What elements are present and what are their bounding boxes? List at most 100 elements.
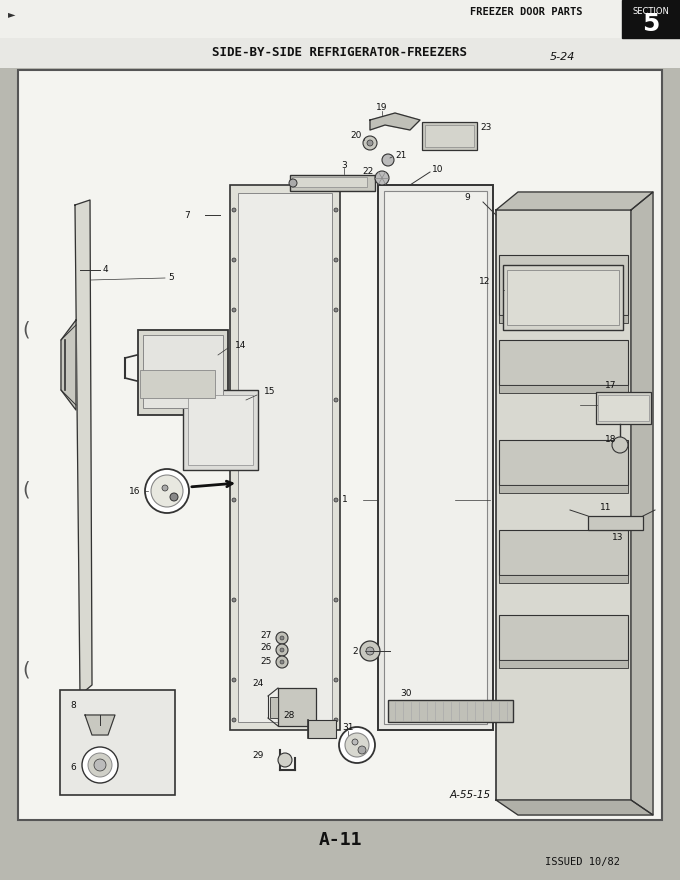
Circle shape xyxy=(345,733,369,757)
Bar xyxy=(507,270,619,325)
Text: 31: 31 xyxy=(342,723,354,732)
Circle shape xyxy=(151,475,183,507)
Bar xyxy=(588,516,643,530)
Circle shape xyxy=(612,437,628,453)
Text: 29: 29 xyxy=(253,751,264,759)
Bar xyxy=(499,385,628,393)
Text: SIDE-BY-SIDE REFRIGERATOR-FREEZERS: SIDE-BY-SIDE REFRIGERATOR-FREEZERS xyxy=(212,47,468,60)
Text: 14: 14 xyxy=(235,341,246,349)
Polygon shape xyxy=(631,192,653,815)
Text: 20: 20 xyxy=(351,130,362,140)
Bar xyxy=(270,697,278,718)
Bar xyxy=(499,315,628,323)
Text: (: ( xyxy=(22,320,30,340)
Text: 26: 26 xyxy=(260,643,272,652)
Bar xyxy=(596,392,651,424)
Bar xyxy=(503,265,623,330)
Text: 21: 21 xyxy=(395,150,407,159)
Polygon shape xyxy=(75,200,92,695)
Bar xyxy=(238,193,332,722)
Circle shape xyxy=(367,140,373,146)
Bar xyxy=(598,395,649,421)
Circle shape xyxy=(352,739,358,745)
Circle shape xyxy=(276,644,288,656)
Circle shape xyxy=(334,678,338,682)
Text: ►: ► xyxy=(8,9,16,19)
Text: 9: 9 xyxy=(464,193,470,202)
Text: ISSUED 10/82: ISSUED 10/82 xyxy=(545,857,620,867)
Bar xyxy=(138,330,228,415)
Text: 10: 10 xyxy=(432,165,443,174)
Bar xyxy=(308,720,336,738)
Circle shape xyxy=(162,485,168,491)
Text: 25: 25 xyxy=(260,656,272,665)
Text: 16: 16 xyxy=(129,487,140,495)
Bar xyxy=(378,185,493,730)
Bar xyxy=(60,690,175,795)
Text: A-11: A-11 xyxy=(318,831,362,849)
Text: SECTION: SECTION xyxy=(632,7,669,16)
Polygon shape xyxy=(496,800,653,815)
Bar xyxy=(384,191,487,724)
Bar xyxy=(388,700,513,722)
Bar xyxy=(143,335,223,408)
Circle shape xyxy=(382,154,394,166)
Bar xyxy=(499,255,628,315)
Text: 17: 17 xyxy=(605,380,617,390)
Bar xyxy=(0,38,680,68)
Circle shape xyxy=(334,598,338,602)
Text: 23: 23 xyxy=(480,123,492,133)
Polygon shape xyxy=(496,192,653,210)
Bar xyxy=(496,210,631,800)
Circle shape xyxy=(232,258,236,262)
Bar xyxy=(622,0,680,38)
Bar xyxy=(290,175,375,191)
Bar xyxy=(188,395,253,465)
Bar xyxy=(278,688,316,726)
Text: 5-24: 5-24 xyxy=(550,52,575,62)
Polygon shape xyxy=(370,113,420,130)
Text: 7: 7 xyxy=(184,210,190,219)
Circle shape xyxy=(232,598,236,602)
Circle shape xyxy=(170,493,178,501)
Circle shape xyxy=(360,641,380,661)
Bar xyxy=(422,122,477,150)
Circle shape xyxy=(363,136,377,150)
Circle shape xyxy=(334,498,338,502)
Text: 1: 1 xyxy=(342,495,348,504)
Text: 4: 4 xyxy=(103,266,109,275)
Circle shape xyxy=(278,753,292,767)
Text: 19: 19 xyxy=(376,104,388,113)
Bar xyxy=(230,185,340,730)
Text: 27: 27 xyxy=(260,630,272,640)
Circle shape xyxy=(276,656,288,668)
Text: 13: 13 xyxy=(612,533,624,542)
Bar xyxy=(499,575,628,583)
Text: FREEZER DOOR PARTS: FREEZER DOOR PARTS xyxy=(470,7,583,17)
Bar xyxy=(499,615,628,660)
Bar xyxy=(499,660,628,668)
Bar xyxy=(499,440,628,485)
Circle shape xyxy=(334,208,338,212)
Circle shape xyxy=(232,208,236,212)
Circle shape xyxy=(232,398,236,402)
Bar xyxy=(140,370,215,398)
Bar xyxy=(18,70,662,820)
Text: 28: 28 xyxy=(284,712,295,721)
Bar xyxy=(499,530,628,575)
Bar xyxy=(0,0,680,38)
Circle shape xyxy=(334,308,338,312)
Circle shape xyxy=(339,727,375,763)
Text: 30: 30 xyxy=(400,688,411,698)
Polygon shape xyxy=(61,320,76,410)
Text: (: ( xyxy=(22,661,30,679)
Circle shape xyxy=(82,747,118,783)
Circle shape xyxy=(334,398,338,402)
Circle shape xyxy=(232,308,236,312)
Text: 6: 6 xyxy=(70,764,75,773)
Bar xyxy=(183,390,258,470)
Circle shape xyxy=(366,647,374,655)
Circle shape xyxy=(88,753,112,777)
Text: 2: 2 xyxy=(352,647,358,656)
Text: 12: 12 xyxy=(479,277,490,287)
